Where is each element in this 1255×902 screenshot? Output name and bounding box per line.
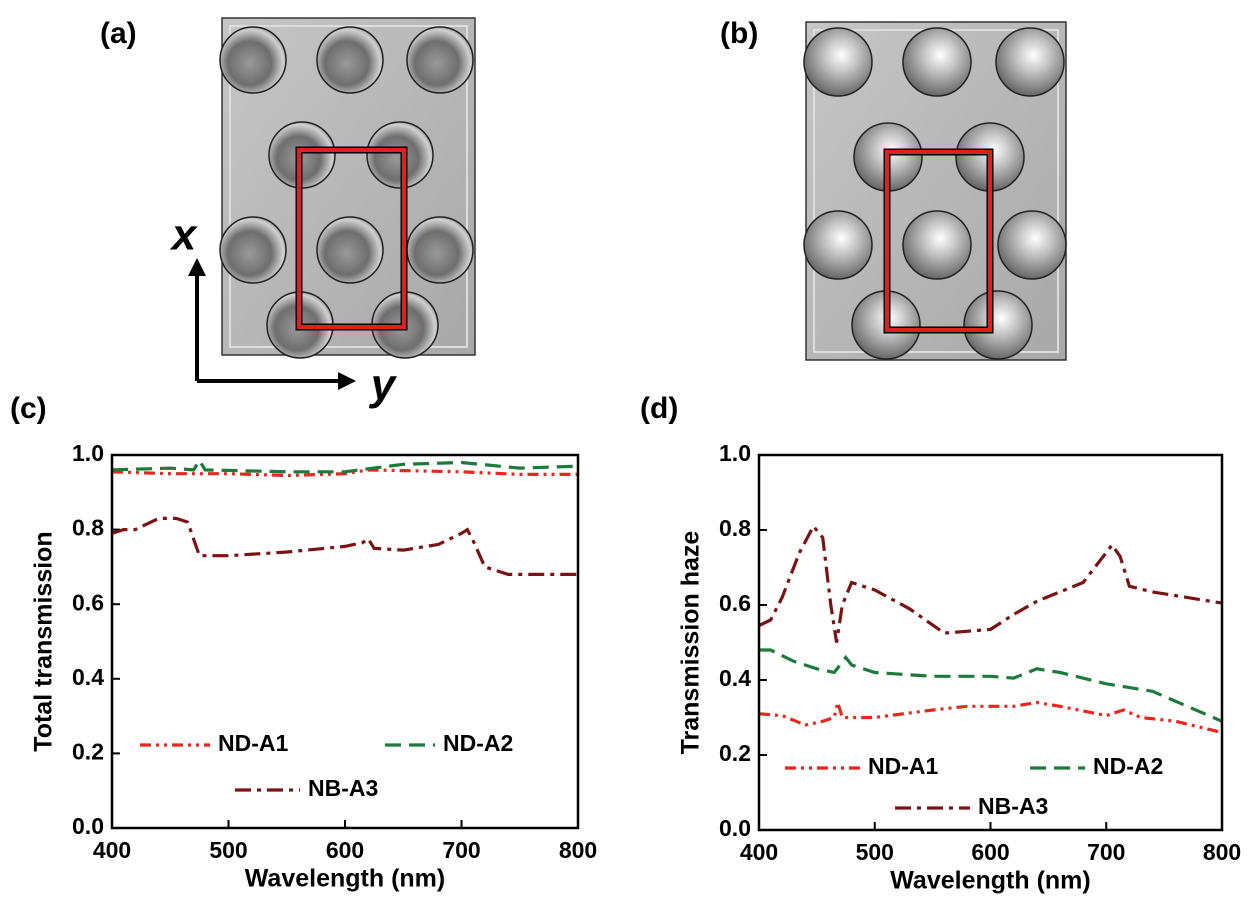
- y-tick-label: 0.0: [72, 813, 104, 839]
- y-tick-label: 0.2: [719, 740, 751, 766]
- schematic-b: [804, 22, 1066, 360]
- y-tick-label: 0.6: [719, 590, 751, 616]
- x-tick-label: 800: [559, 837, 597, 863]
- panel-label: (d): [640, 392, 678, 425]
- legend-label: NB-A3: [308, 775, 378, 801]
- legend-label: ND-A1: [218, 730, 288, 756]
- panel-label: (a): [100, 17, 137, 50]
- axis-label: y: [369, 361, 398, 410]
- y-tick-label: 0.4: [719, 665, 751, 691]
- y-tick-label: 0.2: [72, 738, 104, 764]
- data-line: [759, 650, 1222, 721]
- data-line: [112, 461, 578, 472]
- y-tick-label: 1.0: [719, 440, 751, 466]
- x-axis-title: Wavelength (nm): [890, 867, 1090, 895]
- x-tick-label: 500: [856, 839, 894, 865]
- x-tick-label: 600: [971, 839, 1009, 865]
- schematic-a: [188, 18, 475, 390]
- y-axis-title: Total transmission: [30, 531, 58, 751]
- legend-label: NB-A3: [978, 793, 1048, 819]
- y-tick-label: 0.6: [72, 589, 104, 615]
- legend-label: ND-A2: [1093, 753, 1163, 779]
- y-tick-label: 1.0: [72, 440, 104, 466]
- axis-label: x: [170, 211, 198, 260]
- legend-label: ND-A1: [868, 753, 938, 779]
- x-tick-label: 700: [442, 837, 480, 863]
- x-tick-label: 600: [326, 837, 364, 863]
- plot-frame: [112, 455, 578, 828]
- data-line: [759, 703, 1222, 733]
- data-line: [112, 518, 578, 574]
- y-tick-label: 0.8: [719, 515, 751, 541]
- data-line: [759, 526, 1222, 642]
- panel-label: (b): [720, 17, 758, 50]
- x-tick-label: 400: [93, 837, 131, 863]
- y-tick-label: 0.4: [72, 664, 104, 690]
- legend-label: ND-A2: [443, 730, 513, 756]
- x-tick-label: 700: [1087, 839, 1125, 865]
- x-axis-title: Wavelength (nm): [245, 865, 445, 893]
- x-tick-label: 800: [1203, 839, 1241, 865]
- y-tick-label: 0.8: [72, 515, 104, 541]
- figure: (a) x y (b) (c) 400 500 600 700 800 0.0 0.2 0.4 0…: [0, 0, 1255, 902]
- y-axis-title: Transmission haze: [677, 531, 705, 755]
- x-tick-label: 400: [740, 839, 778, 865]
- x-tick-label: 500: [209, 837, 247, 863]
- y-tick-label: 0.0: [719, 815, 751, 841]
- panel-label: (c): [10, 392, 47, 425]
